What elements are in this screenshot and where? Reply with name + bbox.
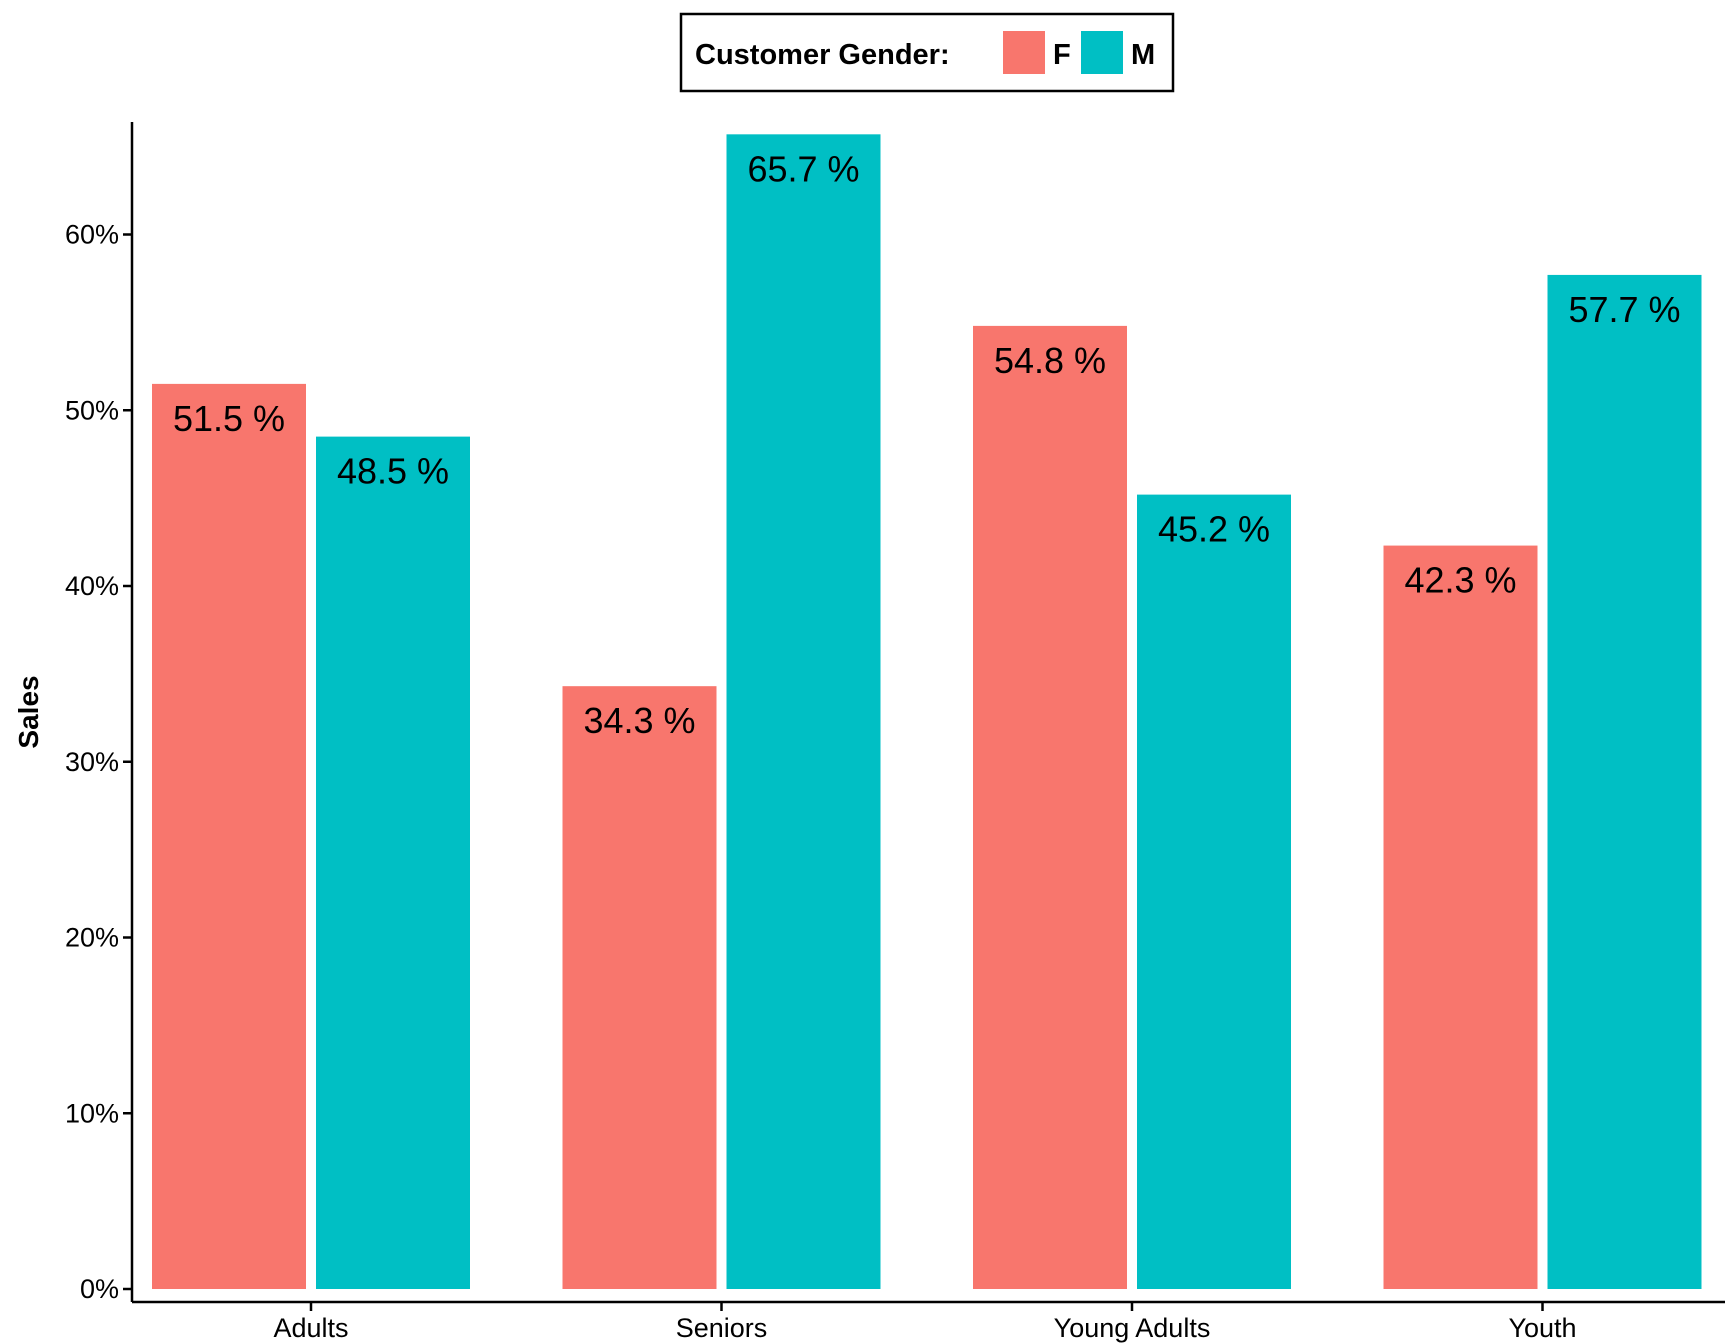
y-axis-title: Sales [13,675,44,748]
x-tick-label: Youth [1508,1313,1576,1343]
y-ticks: 0% 10% 20% 30% 40% 50% 60% [65,220,132,1304]
bar-m-youth [1547,274,1702,1289]
data-label: 57.7 % [1568,289,1680,330]
data-label: 65.7 % [747,148,859,189]
data-label: 54.8 % [994,340,1106,381]
data-label: 34.3 % [583,700,695,741]
legend-label-f: F [1053,39,1071,71]
x-tick-label: Seniors [676,1313,768,1343]
bar-m-adults [316,436,470,1289]
bars [152,134,1702,1289]
y-tick-label: 0% [80,1274,119,1304]
bar-f-adults [152,383,306,1289]
x-tick-label: Adults [273,1313,348,1343]
x-tick-label: Young Adults [1054,1313,1211,1343]
data-label: 45.2 % [1158,509,1270,550]
bar-f-seniors [562,686,717,1289]
bar-m-young-adults [1137,494,1291,1289]
data-labels: 51.5 % 48.5 % 34.3 % 65.7 % 54.8 % 45.2 % 42.3… [173,148,1681,741]
data-label: 42.3 % [1404,560,1516,601]
bar-m-seniors [726,134,881,1289]
x-ticks: Adults Seniors Young Adults Youth [273,1302,1577,1343]
axes [130,122,1725,1304]
data-label: 51.5 % [173,398,285,439]
legend-label-m: M [1131,39,1155,71]
y-tick-label: 20% [65,923,119,953]
data-label: 48.5 % [337,451,449,492]
legend-swatch-m [1081,31,1123,74]
legend-swatch-f [1003,31,1045,74]
y-tick-label: 10% [65,1098,119,1128]
y-tick-label: 60% [65,220,119,250]
bar-f-young-adults [973,325,1127,1289]
y-tick-label: 30% [65,747,119,777]
y-tick-label: 40% [65,571,119,601]
legend-title: Customer Gender: [695,39,950,71]
legend: Customer Gender: F M [679,12,1175,93]
bar-f-youth [1383,545,1538,1289]
y-tick-label: 50% [65,395,119,425]
